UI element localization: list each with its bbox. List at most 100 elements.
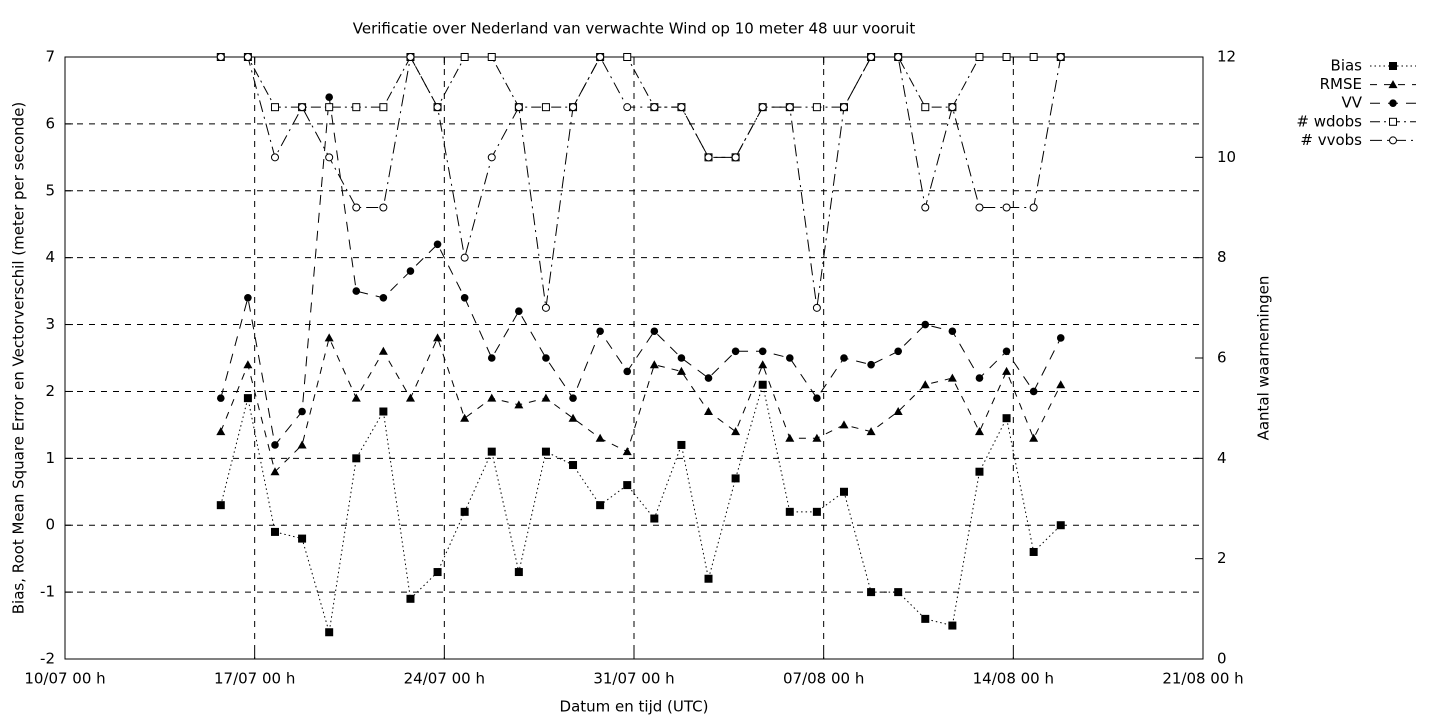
marker bbox=[406, 594, 415, 603]
marker bbox=[894, 347, 902, 356]
marker bbox=[812, 303, 821, 312]
marker bbox=[433, 240, 442, 249]
marker bbox=[948, 327, 957, 336]
marker bbox=[894, 53, 903, 61]
x-tick-label: 07/08 00 h bbox=[783, 670, 864, 688]
marker bbox=[839, 487, 848, 496]
y2-tick-label: 0 bbox=[1217, 650, 1227, 668]
marker bbox=[1029, 53, 1038, 61]
marker bbox=[650, 514, 659, 523]
marker bbox=[758, 347, 767, 356]
series-line bbox=[220, 336, 1062, 473]
marker bbox=[867, 360, 875, 369]
y2-axis-label: Aantal waarnemingen bbox=[1255, 276, 1273, 441]
marker bbox=[785, 103, 794, 112]
marker bbox=[676, 366, 686, 375]
x-tick-label: 17/07 00 h bbox=[214, 670, 295, 688]
y-tick-label: 2 bbox=[45, 382, 55, 400]
marker bbox=[596, 501, 605, 510]
marker bbox=[894, 588, 903, 597]
marker bbox=[569, 461, 578, 470]
legend-label: RMSE bbox=[1320, 75, 1362, 93]
marker bbox=[243, 360, 253, 369]
marker bbox=[704, 407, 714, 416]
marker bbox=[460, 253, 469, 262]
marker bbox=[867, 588, 876, 597]
marker bbox=[433, 568, 442, 577]
series-line bbox=[220, 384, 1062, 633]
marker bbox=[487, 153, 496, 162]
marker bbox=[325, 628, 334, 637]
x-tick-label: 31/07 00 h bbox=[593, 670, 674, 688]
marker bbox=[1029, 433, 1039, 442]
marker bbox=[948, 103, 957, 112]
legend-marker bbox=[1388, 80, 1398, 89]
x-tick-label: 10/07 00 h bbox=[24, 670, 105, 688]
marker bbox=[1056, 334, 1065, 342]
marker bbox=[378, 346, 388, 355]
marker bbox=[324, 333, 334, 342]
y-tick-label: 3 bbox=[45, 315, 55, 333]
marker bbox=[542, 354, 550, 362]
marker bbox=[948, 621, 957, 630]
marker bbox=[731, 427, 741, 436]
marker bbox=[1002, 53, 1011, 61]
x-tick-label: 24/07 00 h bbox=[404, 670, 485, 688]
marker bbox=[487, 354, 496, 362]
marker bbox=[460, 413, 470, 422]
marker bbox=[325, 153, 334, 162]
marker bbox=[650, 327, 659, 336]
marker bbox=[623, 103, 632, 112]
marker bbox=[622, 447, 632, 456]
marker bbox=[839, 420, 849, 429]
marker bbox=[216, 501, 225, 510]
marker bbox=[515, 307, 523, 315]
marker bbox=[1029, 387, 1038, 396]
marker bbox=[541, 393, 551, 402]
marker bbox=[216, 394, 225, 402]
marker bbox=[785, 354, 794, 362]
marker bbox=[514, 103, 523, 112]
marker bbox=[298, 103, 307, 112]
marker bbox=[921, 320, 930, 329]
marker bbox=[623, 367, 632, 376]
marker bbox=[867, 53, 876, 61]
marker bbox=[1002, 347, 1011, 356]
marker bbox=[975, 467, 984, 476]
marker bbox=[731, 153, 740, 162]
x-axis-label: Datum en tijd (UTC) bbox=[560, 698, 709, 716]
marker bbox=[704, 374, 713, 382]
marker bbox=[596, 327, 604, 336]
marker bbox=[677, 440, 686, 449]
marker bbox=[433, 333, 443, 342]
marker bbox=[244, 294, 252, 302]
marker bbox=[325, 93, 333, 101]
marker bbox=[487, 393, 497, 402]
legend-marker bbox=[1389, 117, 1397, 126]
marker bbox=[298, 407, 306, 416]
marker bbox=[1002, 414, 1011, 423]
marker bbox=[677, 103, 686, 112]
y2-tick-label: 6 bbox=[1217, 349, 1227, 367]
marker bbox=[812, 507, 821, 516]
marker bbox=[270, 153, 279, 162]
y-tick-label: 7 bbox=[45, 48, 55, 66]
marker bbox=[595, 433, 605, 442]
marker bbox=[243, 394, 252, 403]
marker bbox=[731, 474, 740, 483]
marker bbox=[975, 374, 984, 382]
marker bbox=[541, 103, 550, 112]
marker bbox=[541, 447, 550, 456]
marker bbox=[379, 103, 388, 112]
marker bbox=[297, 440, 307, 449]
marker bbox=[758, 360, 768, 369]
marker bbox=[1029, 547, 1038, 556]
marker bbox=[243, 53, 252, 61]
series-line bbox=[220, 55, 1062, 308]
marker bbox=[1056, 521, 1065, 530]
marker bbox=[460, 294, 469, 302]
legend-marker bbox=[1389, 136, 1397, 145]
marker bbox=[270, 467, 280, 476]
legend-label: Bias bbox=[1331, 57, 1363, 75]
